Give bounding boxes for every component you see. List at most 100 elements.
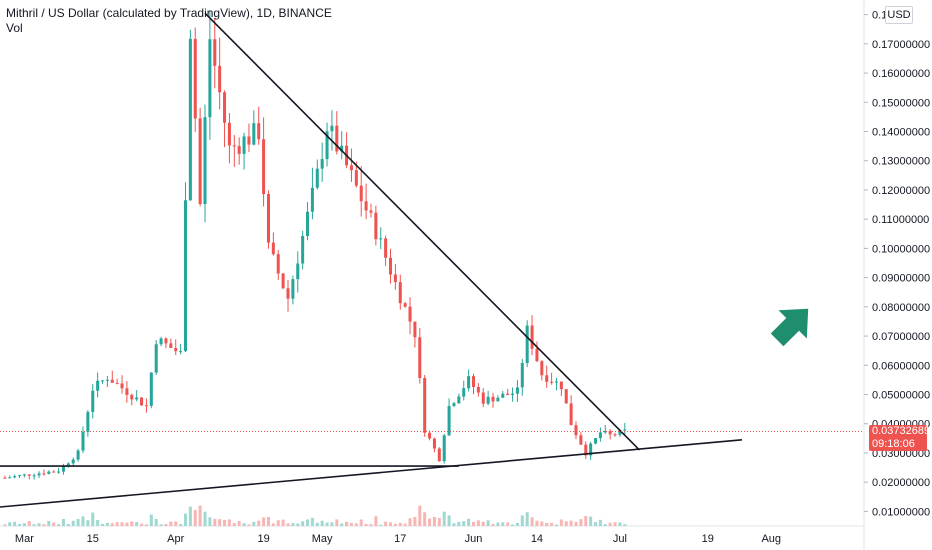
candle-body — [613, 434, 617, 436]
volume-bar — [149, 514, 153, 526]
volume-bar — [598, 519, 602, 526]
volume-bar — [47, 521, 51, 526]
volume-bar — [247, 524, 251, 526]
trendline-ascending-support — [0, 438, 743, 508]
volume-bar — [374, 516, 378, 526]
volume-bar — [115, 522, 119, 526]
volume-bar — [330, 522, 334, 526]
volume-bar — [120, 522, 124, 526]
candle-body — [13, 476, 17, 478]
candle-body — [437, 448, 441, 462]
volume-bar — [3, 524, 7, 526]
candle-body — [379, 238, 383, 240]
volume-bar — [496, 522, 500, 526]
candle-body — [91, 390, 95, 412]
volume-bar — [296, 523, 300, 526]
candle-body — [476, 387, 480, 393]
candle-body — [501, 393, 505, 398]
volume-bar — [506, 522, 510, 526]
volume-bar — [398, 522, 402, 526]
candle-body — [140, 397, 144, 406]
y-tick-label: 0.16000000 — [872, 68, 930, 80]
x-tick-label: Apr — [167, 533, 184, 545]
candle-body — [388, 257, 393, 275]
volume-bar — [442, 511, 446, 526]
volume-bar — [603, 524, 607, 526]
volume-bar — [349, 522, 353, 526]
volume-bar — [545, 522, 549, 526]
volume-bar — [61, 518, 65, 526]
candle-body — [442, 435, 446, 462]
volume-bar — [369, 524, 373, 526]
candle-body — [276, 254, 280, 274]
volume-bar — [140, 523, 144, 526]
y-tick-label: 0.1 — [872, 10, 887, 22]
candle-body — [120, 383, 124, 389]
candle-body — [296, 263, 300, 280]
candle-body — [325, 131, 329, 160]
candle-body — [550, 381, 554, 383]
volume-bar — [135, 522, 139, 526]
volume-bar — [203, 511, 207, 526]
candle-body — [203, 117, 207, 204]
candle-body — [27, 474, 31, 476]
candle-body — [266, 194, 270, 243]
candle-body — [462, 388, 466, 397]
currency-button[interactable]: USD — [885, 6, 913, 24]
candle-body — [193, 38, 197, 119]
candle-body — [384, 238, 388, 258]
volume-bar — [594, 522, 598, 526]
volume-bar — [262, 517, 266, 526]
candle-body — [574, 425, 578, 436]
up-arrow-icon — [770, 308, 809, 347]
candle-body — [594, 438, 598, 444]
x-tick-label: May — [312, 533, 333, 545]
volume-bar — [96, 519, 100, 526]
volume-bar — [462, 521, 466, 526]
candle-body — [37, 473, 41, 476]
volume-bar — [37, 523, 41, 526]
candle-body — [47, 471, 51, 474]
volume-bar — [379, 524, 383, 526]
volume-bar — [559, 519, 563, 526]
candle-body — [545, 375, 549, 382]
y-tick-label: 0.07000000 — [872, 331, 930, 343]
candle-body — [115, 382, 119, 384]
candle-body — [486, 396, 490, 404]
candle-body — [579, 435, 583, 445]
candle-body — [71, 459, 75, 464]
volume-bar — [335, 519, 339, 526]
candle-body — [306, 211, 310, 237]
volume-bar — [589, 516, 593, 526]
volume-bar — [437, 518, 441, 526]
volume-bar — [491, 523, 495, 526]
volume-bar — [623, 524, 627, 526]
bar-countdown: 09:18:06 — [872, 437, 915, 450]
candle-body — [452, 403, 456, 406]
x-tick-label: 15 — [87, 533, 99, 545]
candle-body — [42, 473, 46, 475]
candle-body — [540, 361, 544, 376]
volume-bar — [345, 521, 349, 526]
volume-bar — [340, 523, 344, 526]
volume-bar — [144, 524, 148, 526]
volume-bar — [388, 522, 393, 526]
volume-bar — [301, 521, 305, 526]
candle-body — [525, 325, 529, 364]
candle-body — [179, 351, 183, 353]
candle-body — [584, 444, 588, 456]
volume-bar — [530, 517, 534, 526]
candle-body — [164, 338, 168, 344]
volume-bar — [413, 516, 417, 526]
chart-legend: Mithril / US Dollar (calculated by Tradi… — [6, 6, 332, 36]
volume-bar — [159, 524, 163, 526]
y-tick-label: 0.13000000 — [872, 156, 930, 168]
volume-bar — [105, 522, 109, 526]
volume-bar — [554, 524, 558, 526]
volume-bar — [540, 521, 544, 526]
y-tick-label: 0.09000000 — [872, 273, 930, 285]
candle-body — [447, 405, 451, 436]
volume-bar — [71, 520, 75, 526]
y-tick-label: 0.03000000 — [872, 448, 930, 460]
